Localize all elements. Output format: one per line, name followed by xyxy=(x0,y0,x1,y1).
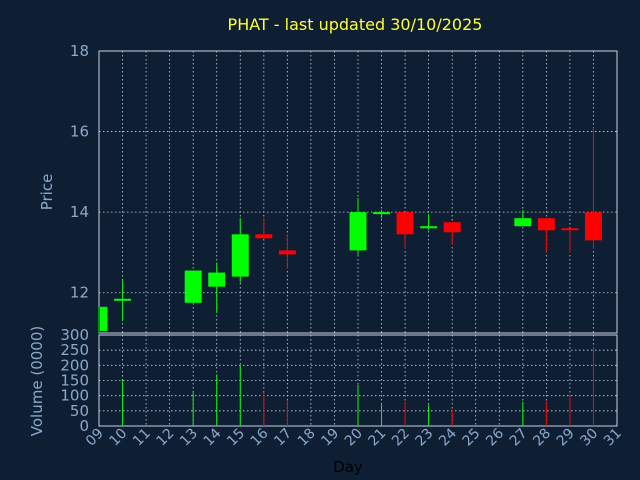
x-tick-label: 13 xyxy=(177,426,201,450)
x-tick-label: 14 xyxy=(201,425,225,449)
price-tick-label: 14 xyxy=(70,203,89,221)
candle-body xyxy=(278,250,296,255)
volume-tick-label: 50 xyxy=(70,402,89,420)
candle-body xyxy=(231,234,249,277)
volume-tick-label: 300 xyxy=(60,326,89,344)
candle-body xyxy=(184,270,202,303)
volume-tick-label: 100 xyxy=(60,387,89,405)
volume-tick-label: 250 xyxy=(60,341,89,359)
x-tick-label: 12 xyxy=(154,426,178,450)
x-tick-label: 23 xyxy=(413,426,437,450)
price-tick-label: 16 xyxy=(70,123,89,141)
x-tick-label: 26 xyxy=(483,425,507,449)
candle-body xyxy=(373,212,391,215)
x-tick-label: 18 xyxy=(295,426,319,450)
candle-body xyxy=(514,218,532,227)
x-tick-label: 28 xyxy=(530,426,554,450)
chart-title: PHAT - last updated 30/10/2025 xyxy=(228,15,483,34)
x-tick-label: 19 xyxy=(318,426,342,450)
volume-axis-label: Volume (0000) xyxy=(28,326,46,436)
x-tick-label: 31 xyxy=(601,426,625,450)
x-tick-label: 20 xyxy=(342,426,366,450)
candle-body xyxy=(420,226,438,229)
x-tick-label: 16 xyxy=(248,425,272,449)
x-tick-label: 21 xyxy=(365,426,389,450)
candle-body xyxy=(114,298,132,301)
x-tick-label: 17 xyxy=(271,426,295,450)
x-tick-label: 10 xyxy=(106,426,130,450)
price-axis-label: Price xyxy=(38,174,56,211)
volume-tick-label: 200 xyxy=(60,356,89,374)
candle-body xyxy=(537,218,555,231)
candle-body xyxy=(584,212,602,241)
candle-body xyxy=(443,222,461,233)
price-tick-label: 12 xyxy=(70,284,89,302)
price-tick-label: 18 xyxy=(70,42,89,60)
volume-tick-label: 150 xyxy=(60,372,89,390)
candle-body xyxy=(100,306,108,331)
x-tick-label: 27 xyxy=(507,426,531,450)
volume-tick-label: 0 xyxy=(79,417,89,435)
candle-body xyxy=(255,234,273,239)
x-tick-label: 22 xyxy=(389,426,413,450)
x-tick-label: 11 xyxy=(130,426,154,450)
x-axis-label: Day xyxy=(333,458,363,476)
x-tick-label: 15 xyxy=(224,426,248,450)
x-tick-label: 30 xyxy=(577,426,601,450)
price-panel: 12 14 16 18 xyxy=(70,42,618,334)
candle-body xyxy=(208,272,226,287)
candle-body xyxy=(349,212,367,251)
x-tick-label: 29 xyxy=(554,426,578,450)
x-tick-label: 25 xyxy=(460,426,484,450)
candle-body xyxy=(561,228,579,231)
x-tick-label: 24 xyxy=(436,425,460,449)
candle-body xyxy=(396,212,414,235)
